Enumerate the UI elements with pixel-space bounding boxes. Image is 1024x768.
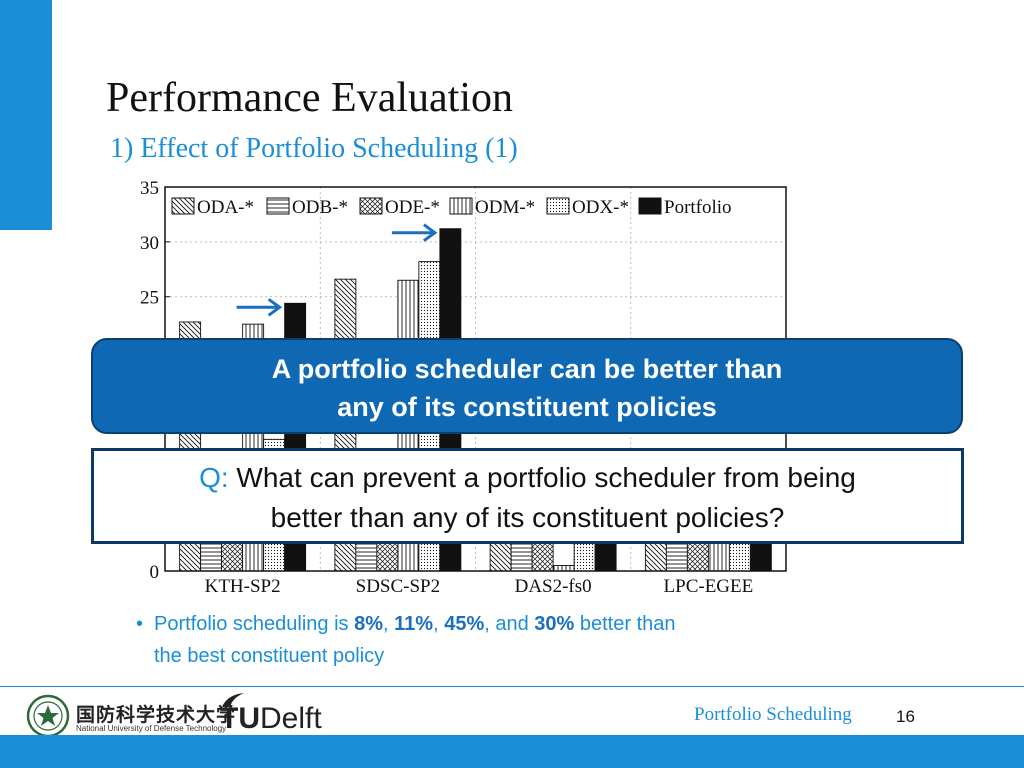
highlight-arrow-head xyxy=(267,298,283,317)
legend-swatch xyxy=(266,197,290,215)
tudelft-flame-icon xyxy=(222,693,244,707)
legend-label: ODB-* xyxy=(292,197,348,218)
bullet-text: better than xyxy=(574,613,676,635)
bullet-text: Portfolio scheduling is xyxy=(154,613,355,635)
question-prefix: Q: xyxy=(199,462,229,493)
slide-subtitle: 1) Effect of Portfolio Scheduling (1) xyxy=(110,133,518,164)
key-finding-callout: A portfolio scheduler can be better than… xyxy=(91,338,963,434)
bullet-value: 45% xyxy=(444,613,485,635)
legend-swatch xyxy=(449,197,473,215)
legend-swatch xyxy=(638,197,662,215)
slide-title: Performance Evaluation xyxy=(106,75,513,121)
x-tick-label: SDSC-SP2 xyxy=(356,576,441,597)
question-line-1: Q: What can prevent a portfolio schedule… xyxy=(94,458,961,498)
highlight-arrow-head xyxy=(422,223,438,242)
y-tick-label: 30 xyxy=(140,233,159,254)
y-tick-label: 35 xyxy=(140,178,159,199)
y-tick-label: 25 xyxy=(140,288,159,309)
key-finding-line-1: A portfolio scheduler can be better than xyxy=(271,354,783,384)
legend-swatch xyxy=(359,197,383,215)
legend-label: ODA-* xyxy=(197,197,254,218)
bar xyxy=(531,543,554,572)
footer-presentation-title: Portfolio Scheduling xyxy=(694,704,852,725)
tudelft-logo-text: TUDelft xyxy=(220,702,322,736)
bullet-value: 8% xyxy=(354,613,384,635)
bullet-value: 30% xyxy=(534,613,575,635)
legend-swatch xyxy=(546,197,570,215)
legend-label: ODX-* xyxy=(572,197,629,218)
key-finding-line-2: any of its constituent policies xyxy=(337,392,717,422)
legend-label: ODM-* xyxy=(475,197,535,218)
nudt-name-english: National University of Defense Technolog… xyxy=(76,724,227,733)
x-tick-labels: KTH-SP2 SDSC-SP2 DAS2-fs0 LPC-EGEE xyxy=(205,576,754,597)
bar xyxy=(552,565,575,572)
legend: ODA-* ODB-* ODE-* ODM-* ODX-* Portfolio xyxy=(171,197,732,218)
question-text-1: What can prevent a portfolio scheduler f… xyxy=(228,462,856,493)
accent-bar xyxy=(0,0,52,230)
y-tick-label: 0 xyxy=(150,562,160,583)
footer-divider xyxy=(0,686,1024,687)
legend-swatch xyxy=(171,197,195,215)
tudelft-delft: Delft xyxy=(260,702,322,735)
footer-bar xyxy=(0,735,1024,768)
bullet-dot-icon: • xyxy=(136,613,144,635)
bullet-text: , xyxy=(433,613,445,635)
nudt-emblem-icon xyxy=(26,694,70,738)
nudt-name-chinese: 国防科学技术大学 xyxy=(76,705,237,726)
highlight-arrow-icon xyxy=(236,298,283,317)
bullet-value: 11% xyxy=(394,613,434,635)
page-number: 16 xyxy=(896,707,915,726)
tudelft-tu: TU xyxy=(220,702,260,735)
x-tick-label: DAS2-fs0 xyxy=(515,576,592,597)
question-line-2: better than any of its constituent polic… xyxy=(270,502,785,533)
legend-label: Portfolio xyxy=(664,197,732,218)
bullet-point: • Portfolio scheduling is 8%, 11%, 45%, … xyxy=(136,608,676,672)
x-tick-label: KTH-SP2 xyxy=(205,576,281,597)
legend-label: ODE-* xyxy=(385,197,440,218)
highlight-arrow-icon xyxy=(391,223,438,242)
bullet-line-1: Portfolio scheduling is 8%, 11%, 45%, an… xyxy=(154,608,676,640)
x-tick-label: LPC-EGEE xyxy=(664,576,754,597)
question-callout: Q: What can prevent a portfolio schedule… xyxy=(91,448,964,544)
bullet-text: , and xyxy=(484,613,535,635)
bullet-text: , xyxy=(383,613,395,635)
bullet-line-2: the best constituent policy xyxy=(154,645,385,667)
